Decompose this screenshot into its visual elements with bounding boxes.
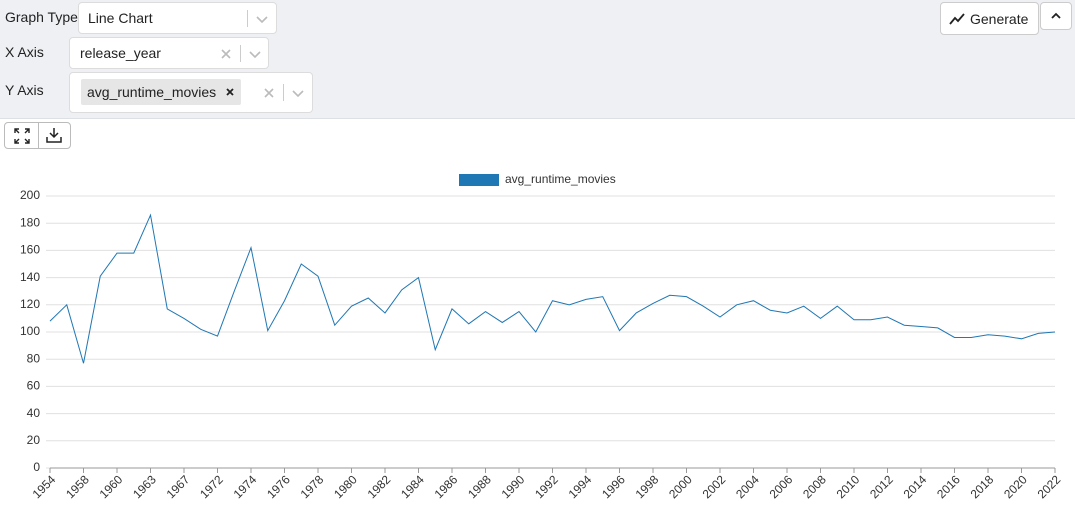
x-tick-label: 2012	[867, 472, 896, 501]
y-axis-select[interactable]: avg_runtime_movies	[69, 72, 313, 113]
control-panel: Graph Type Line Chart X Axis release_yea…	[0, 0, 1075, 119]
x-tick-label: 1992	[532, 472, 561, 501]
x-tick-label: 1982	[365, 472, 394, 501]
x-tick-label: 1998	[633, 472, 662, 501]
x-tick-label: 2008	[800, 472, 829, 501]
chevron-down	[256, 16, 268, 24]
y-axis-chip: avg_runtime_movies	[81, 79, 241, 105]
chevron-up	[1051, 12, 1061, 19]
x-tick-label: 1978	[298, 472, 327, 501]
legend-swatch	[459, 174, 499, 186]
x-tick-label: 2006	[767, 472, 796, 501]
x-tick-label: 1996	[599, 472, 628, 501]
chip-remove[interactable]	[225, 87, 235, 97]
x-tick-label: 2004	[733, 472, 762, 501]
series-line	[49, 213, 1056, 364]
y-tick-label: 80	[27, 351, 41, 365]
x-tick-label: 2010	[834, 472, 863, 501]
x-tick-label: 2018	[968, 472, 997, 501]
x-tick-label: 1963	[130, 472, 159, 501]
x-tick-label: 1958	[63, 472, 92, 501]
legend-label: avg_runtime_movies	[505, 172, 616, 186]
download-button[interactable]	[46, 127, 62, 143]
x-tick-label: 1980	[331, 472, 360, 501]
x-tick-label: 1974	[231, 472, 260, 501]
x-axis-label: X Axis	[5, 44, 44, 60]
chip-value: avg_runtime_movies	[87, 84, 217, 100]
generate-label: Generate	[970, 11, 1029, 27]
x-tick-label: 1967	[164, 472, 193, 501]
graph-type-select[interactable]: Line Chart	[78, 2, 277, 34]
x-tick-label: 1994	[566, 472, 595, 501]
collapse-button[interactable]	[1040, 2, 1072, 30]
x-tick-label: 1988	[465, 472, 494, 501]
x-tick-label: 1976	[264, 472, 293, 501]
separator	[283, 84, 284, 101]
graph-type-value: Line Chart	[88, 10, 153, 26]
y-tick-label: 20	[27, 433, 41, 447]
y-tick-label: 40	[27, 406, 41, 420]
y-tick-label: 200	[20, 188, 40, 202]
x-tick-label: 2014	[901, 472, 930, 501]
y-tick-label: 120	[20, 297, 40, 311]
chevron-down	[249, 51, 261, 59]
y-tick-label: 60	[27, 379, 41, 393]
chevron-down	[292, 90, 304, 98]
line-icon	[949, 13, 965, 25]
x-axis-select[interactable]: release_year	[69, 37, 269, 69]
x-tick-label: 1954	[30, 472, 59, 501]
separator	[38, 123, 39, 148]
fullscreen-button[interactable]	[14, 128, 30, 144]
y-tick-label: 160	[20, 243, 40, 257]
y-tick-label: 140	[20, 270, 40, 284]
clear-icon[interactable]	[262, 86, 276, 100]
y-tick-label: 100	[20, 324, 40, 338]
x-tick-label: 1990	[499, 472, 528, 501]
x-tick-label: 1984	[398, 472, 427, 501]
x-tick-label: 2002	[700, 472, 729, 501]
chart-toolbar	[4, 122, 71, 149]
x-tick-label: 1960	[97, 472, 126, 501]
x-axis-value: release_year	[80, 45, 161, 61]
x-tick-label: 2000	[666, 472, 695, 501]
clear-icon[interactable]	[219, 47, 233, 61]
separator	[247, 10, 248, 27]
y-axis-label: Y Axis	[5, 82, 44, 98]
x-tick-label: 2016	[934, 472, 963, 501]
generate-button[interactable]: Generate	[940, 2, 1039, 35]
y-tick-label: 0	[33, 460, 40, 474]
x-tick-label: 1972	[197, 472, 226, 501]
separator	[240, 45, 241, 62]
x-tick-label: 2022	[1035, 472, 1064, 501]
graph-type-label: Graph Type	[5, 9, 78, 25]
y-tick-label: 180	[20, 215, 40, 229]
x-tick-label: 2020	[1001, 472, 1030, 501]
x-tick-label: 1986	[432, 472, 461, 501]
